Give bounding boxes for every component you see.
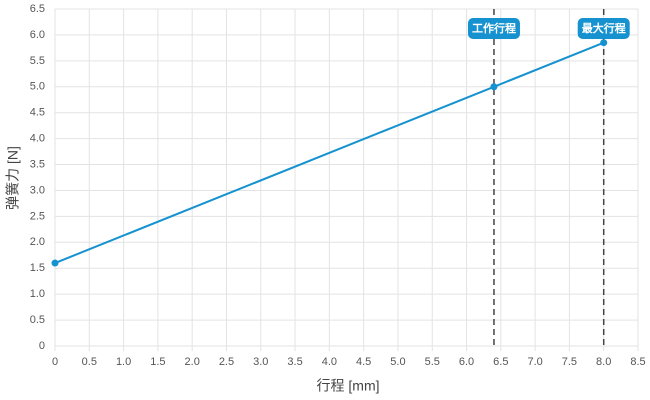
- annotation-box: [467, 18, 520, 39]
- x-tick-label: 7.0: [527, 356, 542, 368]
- x-tick-label: 4.5: [356, 356, 371, 368]
- y-axis-label: 弹簧力 [N]: [5, 146, 21, 210]
- x-tick-label: 6.5: [493, 356, 508, 368]
- x-tick-label: 2.0: [185, 356, 200, 368]
- y-tick-label: 3.5: [30, 158, 45, 170]
- y-tick-label: 2.0: [30, 236, 45, 248]
- x-tick-label: 5.0: [390, 356, 405, 368]
- x-tick-label: 5.5: [425, 356, 440, 368]
- x-tick-label: 2.5: [219, 356, 234, 368]
- annotation-label: 最大行程: [577, 18, 630, 39]
- x-tick-label: 3.0: [253, 356, 268, 368]
- y-tick-label: 2.5: [30, 210, 45, 222]
- x-tick-label: 8.5: [630, 356, 645, 368]
- annotation-label: 工作行程: [467, 18, 520, 39]
- y-tick-label: 6.0: [30, 29, 45, 41]
- y-tick-label: 6.5: [30, 3, 45, 15]
- x-tick-label: 1.5: [150, 356, 165, 368]
- x-tick-label: 3.5: [287, 356, 302, 368]
- x-tick-label: 8.0: [596, 356, 611, 368]
- x-axis-label: 行程 [mm]: [317, 378, 380, 394]
- y-tick-label: 1.0: [30, 288, 45, 300]
- annotation-text: 工作行程: [472, 21, 516, 35]
- y-tick-label: 0.5: [30, 314, 45, 326]
- x-tick-label: 0: [52, 356, 58, 368]
- x-tick-label: 6.0: [459, 356, 474, 368]
- y-tick-label: 0: [39, 340, 45, 352]
- y-tick-label: 4.0: [30, 133, 45, 145]
- x-tick-label: 4.0: [322, 356, 337, 368]
- data-point: [51, 259, 59, 267]
- y-tick-label: 4.5: [30, 107, 45, 119]
- y-tick-label: 3.0: [30, 184, 45, 196]
- annotation-box: [577, 18, 630, 39]
- data-point: [600, 39, 608, 47]
- x-tick-label: 0.5: [82, 356, 97, 368]
- x-tick-label: 1.0: [116, 356, 131, 368]
- annotation-text: 最大行程: [582, 21, 626, 35]
- data-point: [490, 83, 498, 91]
- y-tick-label: 1.5: [30, 262, 45, 274]
- y-tick-label: 5.5: [30, 55, 45, 67]
- x-tick-label: 7.5: [562, 356, 577, 368]
- y-tick-label: 5.0: [30, 81, 45, 93]
